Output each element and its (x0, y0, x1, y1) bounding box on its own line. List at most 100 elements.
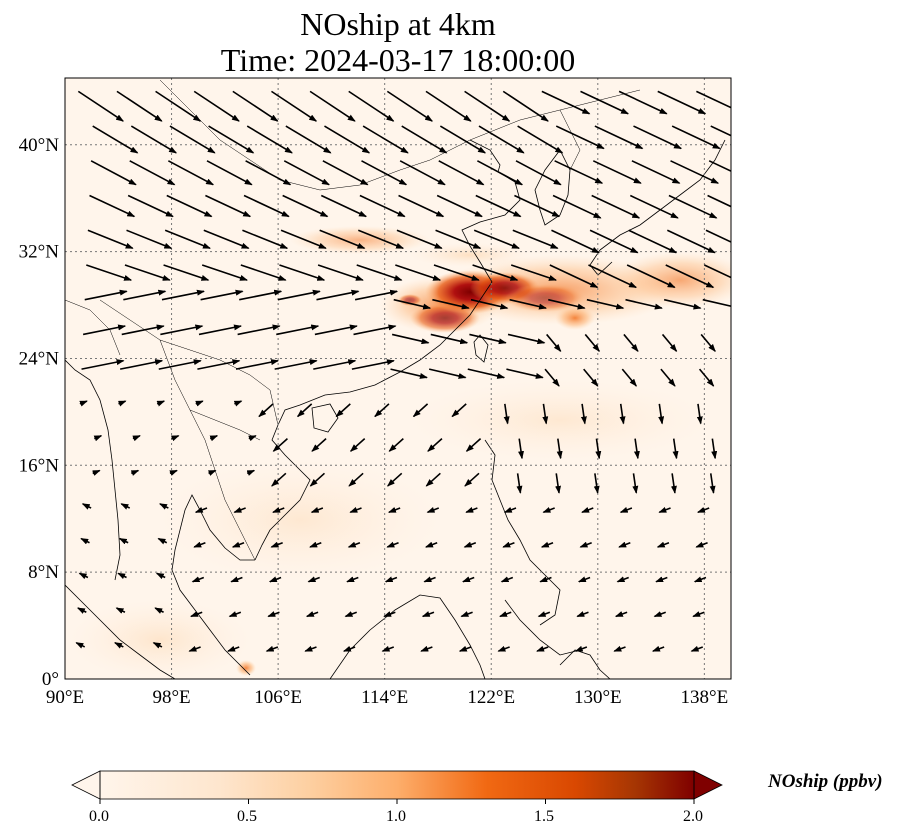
wind-arrow (388, 438, 404, 452)
wind-arrow (155, 572, 166, 580)
wind-arrow (309, 472, 326, 487)
wind-arrow (467, 368, 506, 379)
wind-arrow (554, 160, 604, 184)
wind-arrow (614, 611, 628, 618)
wind-arrow (117, 400, 127, 407)
wind-arrow (555, 473, 562, 494)
wind-arrow (576, 611, 589, 618)
map-panel (65, 78, 731, 679)
map-frame (64, 77, 732, 680)
wind-arrow (711, 438, 718, 460)
wind-arrow (653, 611, 667, 618)
wind-arrow (499, 611, 512, 618)
wind-arrow (658, 403, 665, 425)
wind-arrow (152, 642, 163, 649)
wind-arrow (537, 611, 551, 618)
wind-arrow (158, 359, 202, 370)
lon-tick-label: 90°E (46, 687, 84, 708)
wind-arrow (159, 503, 169, 510)
wind-arrow (227, 645, 240, 652)
lon-tick-label: 98°E (152, 687, 190, 708)
wind-arrow (542, 403, 549, 425)
wind-arrow (243, 194, 290, 218)
wind-arrow (201, 264, 248, 281)
wind-arrow (651, 645, 665, 652)
wind-arrow (193, 90, 240, 122)
colorbar-tick-label: 0.5 (237, 808, 257, 825)
wind-arrow (195, 400, 204, 407)
wind-arrow (696, 403, 703, 425)
wind-arrow (127, 194, 174, 218)
wind-arrow (632, 473, 639, 494)
wind-arrow (362, 125, 409, 154)
wind-arrow (581, 506, 594, 513)
wind-arrow (472, 264, 519, 281)
wind-arrow (423, 576, 436, 583)
colorbar-tick-label: 0.0 (89, 808, 109, 825)
wind-arrow (314, 324, 358, 336)
wind-arrow (130, 125, 177, 154)
lon-tick-label: 114°E (361, 687, 408, 708)
colorbar-tick-label: 1.5 (534, 808, 554, 825)
wind-arrow (283, 160, 330, 186)
wind-arrow (464, 472, 480, 487)
wind-arrow (663, 298, 702, 310)
wind-arrow (515, 160, 562, 186)
wind-arrow (154, 607, 164, 614)
wind-arrow (235, 359, 280, 370)
wind-arrow (93, 435, 103, 442)
wind-arrow (695, 541, 708, 548)
wind-arrow (246, 469, 256, 476)
wind-arrow (623, 333, 639, 352)
wind-arrow (270, 541, 283, 548)
wind-arrow (77, 607, 87, 614)
wind-arrow (577, 576, 591, 583)
wind-arrow (348, 90, 395, 122)
wind-arrow (170, 435, 180, 442)
wind-arrow (671, 125, 721, 150)
lat-tick-label: 8°N (28, 562, 59, 583)
wind-arrow (425, 472, 441, 487)
wind-arrow (258, 403, 274, 418)
wind-arrow (425, 90, 472, 122)
wind-arrow (231, 541, 245, 548)
lat-tick-label: 16°N (19, 455, 60, 476)
lat-tick-label: 32°N (19, 242, 60, 263)
wind-arrow (309, 90, 356, 122)
wind-arrow (346, 576, 359, 583)
wind-arrow (704, 264, 731, 279)
wind-arrow (129, 160, 176, 186)
wind-arrow (206, 160, 253, 186)
wind-arrow (426, 506, 440, 513)
wind-arrow (709, 473, 716, 494)
wind-arrow (240, 264, 287, 281)
wind-arrow (166, 194, 213, 218)
wind-arrow (633, 438, 640, 460)
wind-arrow (507, 333, 546, 345)
wind-arrow (349, 506, 362, 513)
wind-arrow (322, 160, 369, 186)
wind-arrow (432, 298, 470, 310)
wind-arrow (436, 194, 483, 218)
wind-arrow (542, 506, 555, 513)
wind-arrow (428, 368, 467, 379)
wind-arrow (708, 160, 731, 172)
wind-arrow (232, 90, 279, 122)
wind-arrow (589, 229, 639, 254)
wind-arrow (552, 194, 602, 219)
wind-arrow (75, 642, 86, 649)
wind-arrow (92, 125, 139, 154)
wind-arrow (672, 438, 679, 460)
wind-arrow (633, 125, 683, 150)
wind-arrow (86, 264, 133, 281)
wind-arrow (207, 469, 217, 476)
wind-arrow (280, 229, 327, 250)
wind-arrow (506, 368, 544, 379)
wind-arrow (628, 229, 678, 254)
wind-arrow (658, 506, 671, 513)
wind-arrow (588, 264, 637, 289)
coastlines (65, 79, 726, 679)
wind-arrow (616, 576, 629, 583)
wind-arrow (618, 541, 631, 548)
